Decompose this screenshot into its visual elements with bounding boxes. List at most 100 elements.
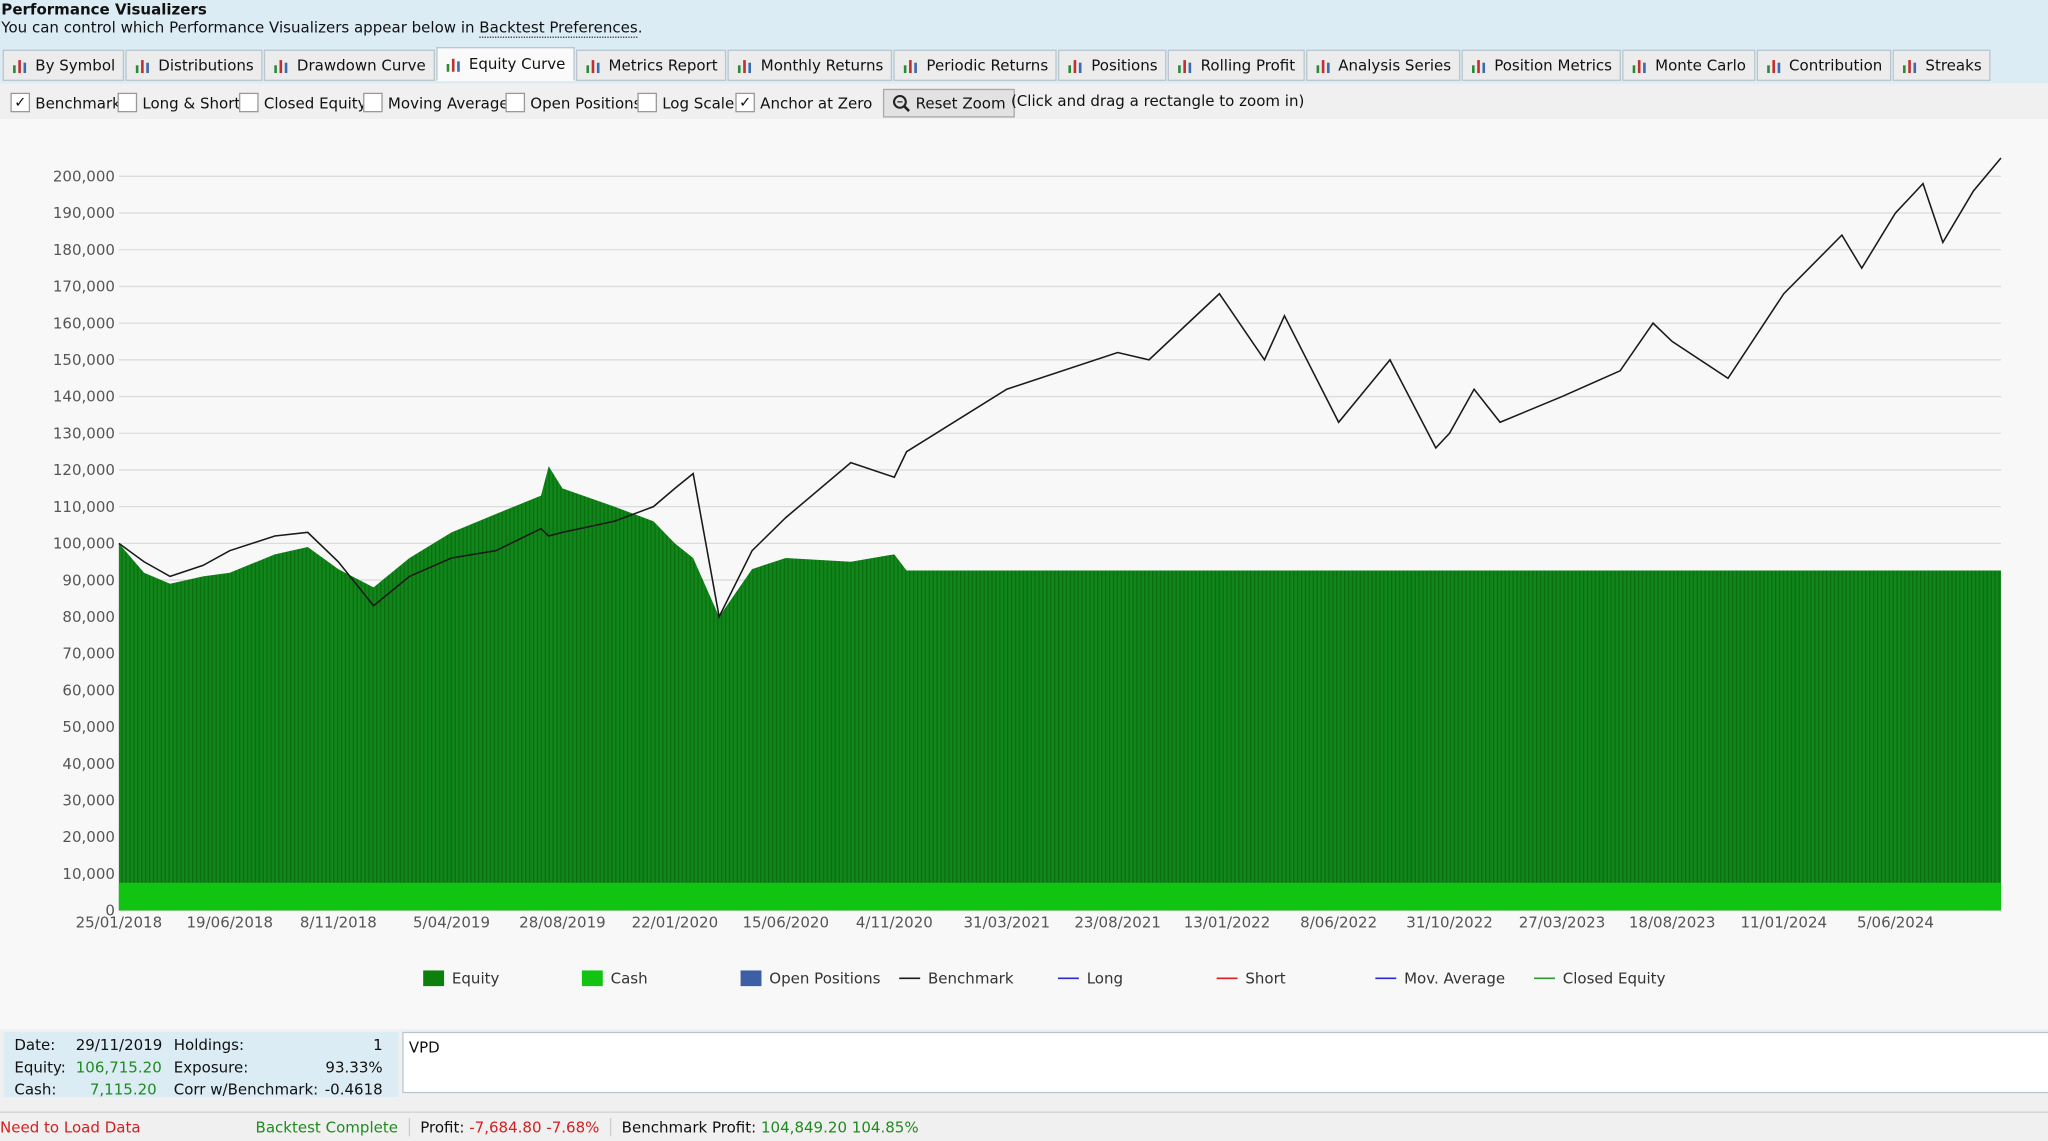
y-tick-label: 110,000 [53, 498, 115, 516]
tab-icon [1472, 60, 1486, 74]
y-tick-label: 50,000 [62, 718, 115, 736]
status-text: Need to Load Data [0, 1118, 141, 1137]
header: Performance Visualizers You can control … [0, 0, 2048, 84]
tab-label: Periodic Returns [926, 56, 1049, 75]
legend-swatch [423, 970, 445, 987]
checkbox [239, 92, 259, 113]
chart: 0 10,000 20,000 30,000 40,000 50,000 60,000 70,… [0, 118, 2048, 1030]
option-label: Moving Average [387, 93, 509, 112]
reset-zoom-button[interactable]: Reset Zoom [882, 88, 1015, 118]
y-tick-label: 40,000 [62, 755, 115, 773]
area [118, 466, 2001, 911]
x-tick-label: 31/10/2022 [1406, 913, 1493, 931]
legend-label: Short [1245, 970, 1285, 988]
tab[interactable]: Position Metrics [1461, 49, 1622, 81]
x-tick-label: 8/11/2018 [300, 913, 377, 931]
tab[interactable]: Streaks [1892, 49, 1991, 81]
tab-icon [1316, 60, 1330, 74]
tab[interactable]: Analysis Series [1305, 49, 1461, 81]
tab-icon [446, 58, 460, 72]
y-tick-label: 60,000 [62, 681, 115, 699]
info-label: Exposure: [173, 1057, 249, 1077]
y-tick-label: 10,000 [62, 865, 115, 883]
info-value: 93.33% [325, 1057, 383, 1077]
y-tick-label: 80,000 [62, 608, 115, 626]
legend-label: Equity [452, 970, 500, 988]
legend-label: Open Positions [769, 970, 880, 988]
tab-label: Streaks [1925, 56, 1982, 75]
info-panel: Date: 29/11/2019 Holdings: 1 Equity: 106,715.… [3, 1031, 399, 1099]
tab[interactable]: Monte Carlo [1622, 49, 1756, 81]
legend-label: Cash [611, 970, 648, 988]
tab-label: Drawdown Curve [296, 56, 426, 75]
y-tick-label: 30,000 [62, 791, 115, 809]
option-checkbox[interactable]: ✓ Benchmark [10, 92, 121, 113]
tab[interactable]: By Symbol [2, 49, 125, 81]
tab-icon [1632, 60, 1646, 74]
status-label: Benchmark Profit: [621, 1118, 757, 1137]
subtitle-end: . [637, 18, 643, 37]
info-value: 29/11/2019 [75, 1035, 163, 1055]
y-tick-label: 180,000 [53, 241, 115, 259]
option-checkbox[interactable]: Closed Equity [239, 92, 367, 113]
option-label: Anchor at Zero [760, 93, 873, 112]
tab[interactable]: Positions [1058, 49, 1167, 81]
y-tick-label: 130,000 [53, 424, 115, 442]
subtitle: You can control which Performance Visual… [1, 18, 643, 38]
y-tick-label: 100,000 [53, 535, 115, 553]
legend-label: Benchmark [928, 970, 1014, 988]
option-checkbox[interactable]: Open Positions [505, 92, 641, 113]
info-value: -0.4618 [324, 1080, 383, 1099]
legend-swatch [740, 970, 762, 987]
tab-icon [13, 60, 27, 74]
tab[interactable]: Monthly Returns [728, 49, 893, 81]
tab-icon [136, 60, 150, 74]
y-tick-label: 120,000 [53, 461, 115, 479]
tab[interactable]: Metrics Report [575, 49, 727, 81]
x-tick-label: 27/03/2023 [1519, 913, 1606, 931]
status-item: Benchmark Profit: 104,849.20 104.85% [609, 1118, 929, 1137]
x-tick-label: 25/01/2018 [76, 913, 163, 931]
tab[interactable]: Rolling Profit [1168, 49, 1305, 81]
tab-icon [274, 60, 288, 74]
title: Performance Visualizers [1, 0, 207, 19]
tab[interactable]: Equity Curve [436, 47, 575, 81]
checkbox [637, 92, 657, 113]
status-label: Profit: [420, 1118, 465, 1137]
option-checkbox[interactable]: Moving Average [363, 92, 509, 113]
status-item: Backtest Complete [245, 1118, 408, 1136]
info-label: Cash: [14, 1080, 57, 1099]
symbol-box: VPD [402, 1031, 2048, 1094]
option-checkbox[interactable]: ✓ Anchor at Zero [735, 92, 873, 113]
subtitle-text: You can control which Performance Visual… [1, 18, 475, 37]
x-tick-label: 13/01/2022 [1184, 913, 1271, 931]
checkbox: ✓ [10, 92, 31, 113]
y-tick-label: 70,000 [62, 645, 115, 663]
x-tick-label: 22/01/2020 [632, 913, 719, 931]
tab[interactable]: Distributions [125, 49, 263, 81]
checkbox [505, 92, 526, 113]
tab[interactable]: Periodic Returns [893, 49, 1058, 81]
legend-label: Long [1087, 970, 1123, 988]
option-checkbox[interactable]: Log Scale [637, 92, 735, 113]
y-tick-label: 170,000 [53, 278, 115, 296]
checkbox: ✓ [735, 92, 755, 113]
tab[interactable]: Contribution [1756, 49, 1892, 81]
option-label: Log Scale [662, 93, 735, 112]
tab-label: By Symbol [35, 56, 116, 75]
status-text: 104,849.20 104.85% [760, 1118, 919, 1137]
checkbox [117, 92, 138, 113]
x-tick-label: 8/06/2022 [1300, 913, 1377, 931]
reset-zoom-label: Reset Zoom [915, 94, 1006, 113]
y-tick-label: 160,000 [53, 314, 115, 332]
tab[interactable]: Drawdown Curve [264, 49, 435, 81]
info-label: Equity: [14, 1057, 66, 1077]
info-label: Corr w/Benchmark: [173, 1080, 319, 1099]
tab-label: Equity Curve [468, 54, 566, 74]
preferences-link[interactable]: Backtest Preferences [479, 18, 638, 38]
x-tick-label: 5/06/2024 [1857, 913, 1934, 931]
zoom-hint: (Click and drag a rectangle to zoom in) [1010, 91, 1305, 110]
option-checkbox[interactable]: Long & Short [117, 92, 240, 113]
tab-icon [1766, 60, 1780, 74]
y-tick-label: 150,000 [53, 351, 115, 369]
